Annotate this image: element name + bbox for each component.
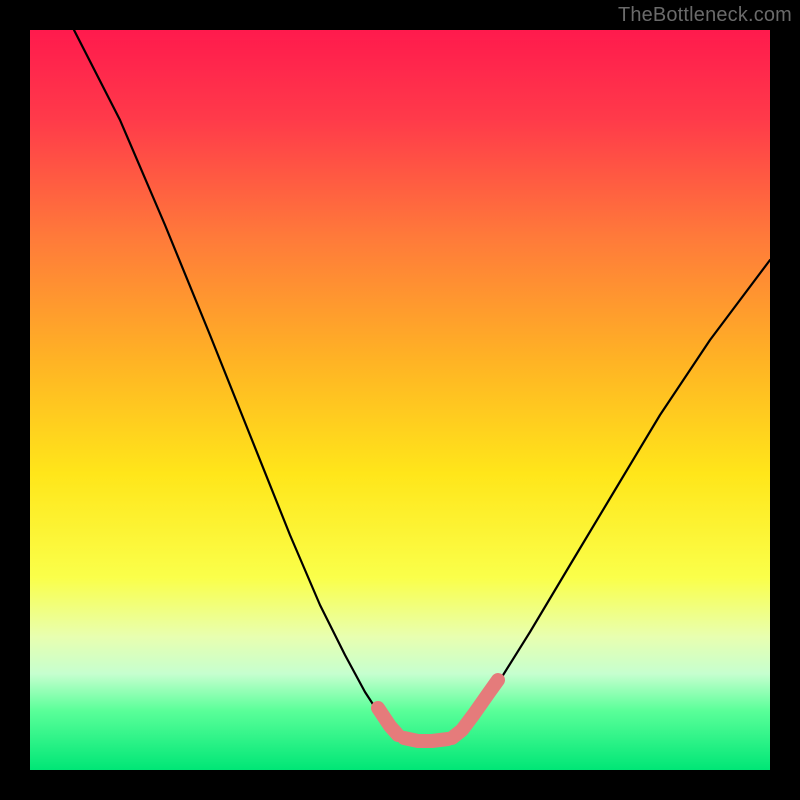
plot-background [30,30,770,770]
chart-container: TheBottleneck.com [0,0,800,800]
bottleneck-chart [0,0,800,800]
watermark-text: TheBottleneck.com [618,4,792,27]
highlight-segment [404,738,448,741]
